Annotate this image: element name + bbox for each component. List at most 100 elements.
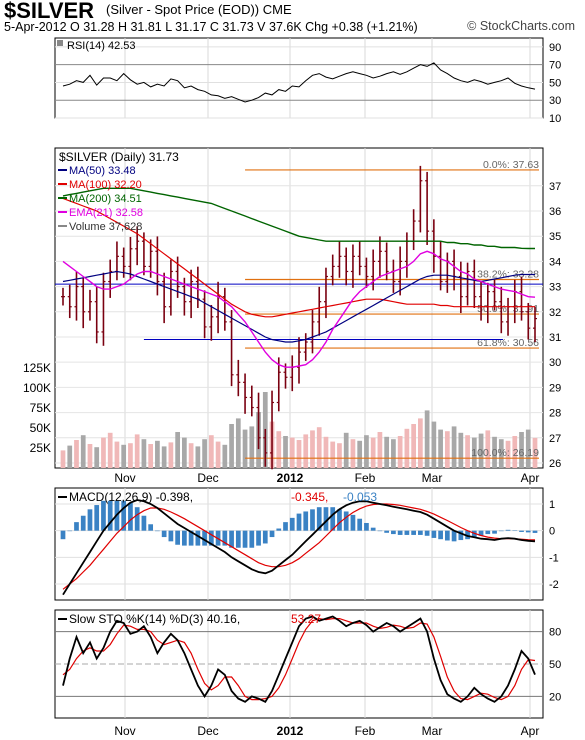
volume-bar (101, 437, 106, 468)
rsi-tick-label: 30 (549, 95, 561, 107)
volume-bar (438, 429, 443, 468)
volume-bar (316, 427, 322, 468)
macd-histogram-bar (505, 529, 511, 531)
macd-histogram-bar (168, 530, 174, 542)
price-tick-label: 36 (549, 206, 561, 218)
rsi-tick-label: 70 (549, 60, 561, 72)
rsi-tick-label: 50 (549, 77, 561, 89)
macd-tick-label: 1 (549, 499, 555, 511)
volume-bar (242, 429, 248, 468)
volume-bar (519, 432, 524, 468)
macd-histogram-bar (384, 530, 390, 533)
price-tick-label: 35 (549, 231, 561, 243)
volume-tick-label: 100K (23, 381, 51, 395)
macd-histogram-bar (519, 530, 524, 532)
price-tick-label: 32 (549, 307, 561, 319)
volume-bar (391, 439, 396, 468)
macd-histogram-bar (101, 500, 106, 531)
volume-bar (94, 447, 100, 468)
volume-bar (168, 442, 174, 468)
volume-bar (404, 428, 410, 468)
macd-histogram-bar (465, 530, 470, 540)
volume-bar (208, 435, 214, 468)
volume-bar (525, 429, 531, 468)
macd-tick-label: -2 (549, 579, 559, 591)
volume-bar (418, 418, 423, 468)
volume-bar (114, 441, 120, 468)
volume-bar (323, 436, 329, 468)
volume-bar (337, 443, 342, 468)
symbol-title: $SILVER (4, 0, 95, 23)
volume-bar (195, 446, 201, 468)
volume-bar (377, 432, 383, 468)
macd-histogram-bar (377, 530, 383, 532)
volume-bar (471, 437, 477, 468)
volume-bar (283, 436, 288, 468)
macd-histogram-bar (343, 511, 349, 531)
rsi-legend-swatch (57, 40, 63, 46)
ema21-line (62, 250, 536, 368)
volume-bar (121, 444, 127, 468)
macd-histogram-bar (121, 500, 127, 531)
stoch-label: Slow STO %K(14) %D(3) 40.16, (69, 612, 240, 626)
macd-histogram-bar (310, 509, 315, 531)
macd-histogram-bar (222, 530, 228, 546)
macd-histogram-bar (80, 515, 86, 531)
volume-tick-label: 125K (23, 361, 51, 375)
macd-histogram-bar (451, 530, 457, 542)
volume-bar (296, 440, 302, 468)
volume-bar (229, 424, 234, 468)
macd-histogram-bar (87, 509, 93, 531)
x-axis-label: Nov (114, 471, 135, 485)
macd-histogram-bar (424, 530, 430, 536)
macd-histogram-bar (155, 530, 160, 532)
macd-histogram-bar (276, 528, 282, 531)
volume-tick-label: 25K (30, 441, 51, 455)
volume-bar (303, 434, 309, 468)
volume-bar (364, 435, 369, 468)
macd-histogram-bar (283, 522, 288, 531)
price-tick-label: 30 (549, 357, 561, 369)
volume-bar (397, 436, 403, 468)
macd-line (62, 499, 536, 596)
macd-histogram-bar (296, 513, 302, 531)
macd-histogram-bar (262, 530, 268, 544)
macd-histogram-bar (249, 530, 255, 548)
volume-bar (128, 443, 133, 468)
price-tick-label: 34 (549, 256, 561, 268)
volume-bar (498, 439, 504, 468)
price-tick-label: 33 (549, 282, 561, 294)
macd-histogram-bar (235, 530, 241, 548)
x-axis-label: Apr (521, 724, 540, 738)
macd-histogram-bar (370, 527, 376, 531)
macd-histogram-bar (391, 530, 396, 535)
volume-bar (175, 432, 180, 468)
macd-histogram-bar (229, 530, 234, 548)
rsi-tick-label: 10 (549, 113, 561, 125)
macd-histogram-bar (330, 507, 336, 531)
volume-bar (343, 432, 349, 468)
macd-histogram-bar (188, 530, 194, 546)
macd-histogram-bar (148, 524, 154, 531)
macd-histogram-bar (303, 511, 309, 531)
volume-tick-label: 75K (30, 401, 51, 415)
price-tick-label: 29 (549, 382, 561, 394)
volume-bar (215, 441, 221, 468)
volume-bar (87, 444, 93, 468)
legend-entry: MA(100) 32.20 (69, 179, 142, 191)
macd-histogram-bar (161, 530, 167, 538)
volume-bar (134, 434, 140, 468)
volume-bar (222, 444, 228, 468)
volume-bar (141, 439, 147, 468)
macd-tick-label: 0 (549, 526, 555, 538)
macd-histogram-bar (532, 530, 538, 533)
legend-entry: MA(200) 34.51 (69, 193, 142, 205)
macd-histogram-bar (478, 530, 484, 536)
macd-histogram-bar (357, 518, 363, 531)
volume-bar (458, 432, 464, 468)
macd-histogram-bar (269, 530, 275, 538)
fib-label: 61.8%: 30.56 (477, 337, 539, 349)
volume-bar (485, 430, 491, 468)
volume-bar (74, 440, 79, 468)
rsi-panel (54, 37, 544, 119)
